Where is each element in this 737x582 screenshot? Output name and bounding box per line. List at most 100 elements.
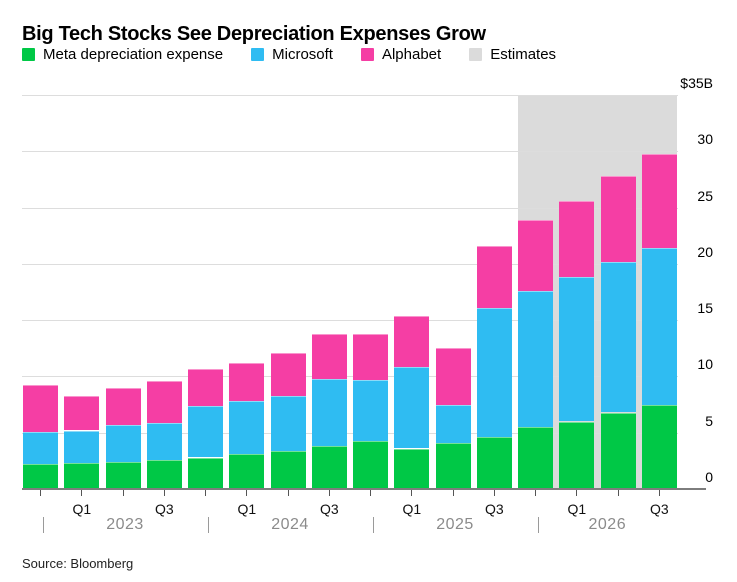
y-axis-tick-label: 10: [697, 356, 713, 373]
x-axis-baseline: [22, 488, 706, 490]
bar-segment-meta-q3-2024: [311, 446, 347, 489]
bar-segment-microsoft-q4-2023: [188, 405, 223, 458]
legend-label: Estimates: [490, 46, 557, 63]
chart-title: Big Tech Stocks See Depreciation Expense…: [22, 23, 486, 46]
bar-segment-meta-q3-2026: [641, 404, 677, 489]
x-axis-tick: [535, 490, 536, 496]
bar-segment-microsoft-q3-2024: [311, 378, 347, 447]
y-axis-tick-label: 30: [697, 131, 713, 148]
bar-segment-meta-q4-2024: [353, 440, 388, 489]
x-axis-quarter-label: Q3: [319, 501, 339, 517]
year-separator: [207, 517, 209, 533]
y-axis-tick-label: 5: [705, 412, 713, 429]
year-separator: [42, 517, 44, 533]
bar-segment-alphabet-q2-2024: [270, 352, 306, 396]
y-gridline: [22, 263, 678, 265]
y-gridline: [22, 95, 678, 96]
bar-segment-meta-q1-2026: [559, 421, 595, 489]
y-gridline: [22, 432, 678, 434]
x-axis-quarter-label: Q1: [237, 501, 257, 517]
x-axis-tick: [370, 490, 371, 496]
x-axis-tick: [328, 490, 330, 496]
bar-segment-microsoft-q3-2026: [641, 248, 677, 405]
bar-segment-alphabet-q4-2022: [23, 385, 58, 432]
bar-segment-alphabet-q4-2025: [518, 220, 553, 291]
bar-segment-microsoft-q3-2023: [146, 422, 182, 460]
legend-swatch-meta-depreciation-expense: [22, 48, 35, 61]
x-axis-tick: [576, 490, 578, 496]
legend-item-alphabet: Alphabet: [360, 46, 442, 63]
legend-item-microsoft: Microsoft: [251, 46, 333, 63]
source-note: Source: Bloomberg: [22, 556, 134, 571]
bar-segment-microsoft-q2-2023: [105, 424, 141, 462]
legend-swatch-estimates: [469, 48, 483, 61]
x-axis-quarter-label: Q1: [567, 501, 587, 517]
bar-segment-microsoft-q4-2022: [23, 431, 58, 465]
y-axis-tick-label: $35B: [680, 75, 713, 91]
year-label: 2023: [106, 516, 144, 533]
x-axis-tick: [658, 490, 660, 496]
x-axis-tick: [617, 490, 619, 496]
legend-item-estimates: Estimates: [469, 46, 556, 63]
bar-segment-meta-q4-2025: [518, 427, 553, 489]
bar-segment-microsoft-q2-2026: [600, 261, 636, 413]
bar-segment-meta-q4-2023: [188, 457, 223, 489]
bar-segment-meta-q2-2023: [105, 462, 141, 489]
y-gridline: [22, 207, 678, 209]
x-axis-quarter-label: Q3: [154, 501, 174, 517]
bar-segment-alphabet-q4-2024: [353, 333, 388, 380]
chart-legend: Meta depreciation expense Microsoft Alphab…: [22, 46, 556, 63]
legend-swatch-microsoft: [251, 48, 265, 61]
bar-segment-meta-q3-2025: [476, 437, 512, 489]
y-gridline: [22, 320, 678, 322]
bar-segment-microsoft-q3-2025: [476, 307, 512, 438]
y-axis-tick-label: 20: [697, 243, 713, 260]
year-label: 2024: [271, 516, 309, 533]
x-axis-tick: [122, 490, 124, 496]
bar-segment-alphabet-q3-2023: [146, 380, 182, 423]
x-axis-tick: [205, 490, 206, 496]
bar-segment-alphabet-q1-2024: [229, 362, 265, 402]
y-gridline: [22, 376, 678, 378]
bar-segment-alphabet-q3-2026: [641, 153, 677, 249]
bar-segment-meta-q2-2026: [600, 412, 636, 489]
x-axis-tick: [246, 490, 248, 496]
year-separator: [372, 517, 374, 533]
x-axis-quarter-label: Q3: [484, 501, 504, 517]
year-separator: [537, 517, 539, 533]
bar-segment-microsoft-q1-2025: [394, 367, 430, 449]
bar-segment-microsoft-q1-2023: [64, 430, 100, 464]
x-axis-tick: [163, 490, 165, 496]
bar-segment-microsoft-q4-2024: [353, 379, 388, 441]
x-axis-tick: [411, 490, 413, 496]
bar-segment-alphabet-q1-2025: [394, 315, 430, 368]
bar-segment-microsoft-q4-2025: [518, 290, 553, 428]
x-axis-tick: [287, 490, 289, 496]
x-axis-quarter-label: Q1: [72, 501, 92, 517]
bar-segment-meta-q1-2025: [394, 448, 430, 489]
legend-label: Microsoft: [272, 46, 333, 63]
bar-segment-meta-q1-2024: [229, 454, 265, 489]
bar-segment-alphabet-q2-2026: [600, 176, 636, 262]
bar-segment-microsoft-q2-2025: [435, 404, 471, 443]
bar-segment-alphabet-q2-2023: [105, 387, 141, 425]
bar-segment-alphabet-q3-2025: [476, 245, 512, 308]
bar-segment-meta-q1-2023: [64, 463, 100, 489]
x-axis-quarter-label: Q3: [649, 501, 669, 517]
bar-segment-meta-q3-2023: [146, 459, 182, 489]
y-gridline: [22, 151, 678, 153]
x-axis-quarter-label: Q1: [402, 501, 422, 517]
year-label: 2026: [588, 516, 627, 533]
x-axis-tick: [452, 490, 454, 496]
legend-item-meta-depreciation-expense: Meta depreciation expense: [22, 46, 223, 63]
bar-segment-alphabet-q4-2023: [188, 368, 223, 406]
bar-segment-microsoft-q2-2024: [270, 395, 306, 451]
x-axis-tick: [81, 490, 83, 496]
legend-label: Alphabet: [381, 46, 442, 63]
x-axis-tick: [493, 490, 495, 496]
bar-segment-alphabet-q1-2023: [64, 395, 100, 431]
bar-segment-alphabet-q3-2024: [311, 333, 347, 379]
bar-segment-microsoft-q1-2024: [229, 401, 265, 455]
y-axis-tick-label: 0: [705, 469, 713, 485]
